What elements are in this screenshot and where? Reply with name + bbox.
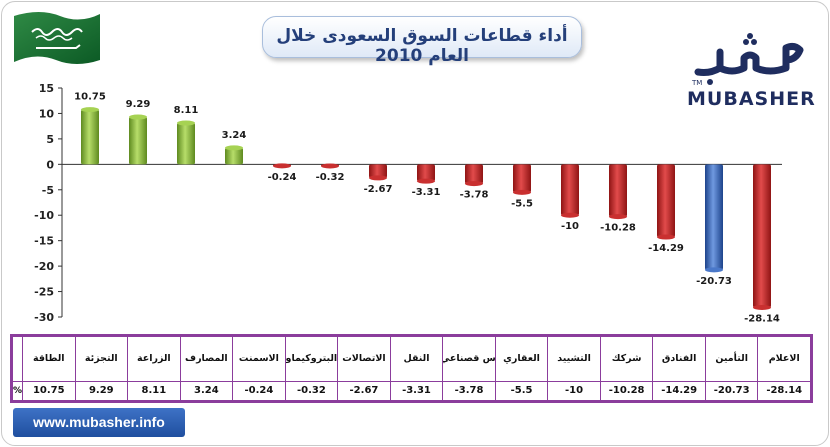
bar-cap (465, 181, 483, 187)
data-label: -2.67 (364, 184, 393, 195)
table-value-cell: 3.24 (179, 380, 234, 402)
y-tick-label: -30 (34, 311, 54, 324)
data-label: -0.32 (316, 172, 345, 183)
logo-english: MUBASHER (687, 88, 816, 110)
table-value-cell: -0.24 (232, 380, 286, 402)
table-value-cell: -28.14 (757, 380, 811, 402)
table-value-cell: -10.28 (599, 380, 654, 402)
table-sector-cell: الاسمنت (232, 336, 286, 382)
y-tick-label: -10 (34, 209, 54, 222)
bar (177, 123, 195, 165)
table-sector-cell: التأمين (704, 336, 759, 382)
data-table: الطاقة التجزئة الزراعة المصارف الاسمنت البترو… (10, 334, 813, 403)
bar (417, 164, 435, 182)
table-sector-cell: الاتصالات (337, 336, 391, 382)
website-link[interactable]: www.mubasher.info (13, 408, 185, 437)
data-label: -3.31 (412, 187, 441, 198)
data-label: -20.73 (696, 276, 732, 287)
table-sector-cell: النقل (389, 336, 444, 382)
data-label: 8.11 (174, 105, 199, 116)
table-unit-header-cell (12, 336, 23, 382)
bar (705, 164, 723, 270)
bar-cap (225, 145, 243, 151)
data-label: -28.14 (744, 314, 780, 325)
bar-cap (561, 212, 579, 218)
bar (81, 109, 99, 165)
y-tick-label: -20 (34, 260, 54, 273)
table-sector-cell: الاعلام (757, 336, 811, 382)
bar (369, 164, 387, 178)
bar-cap (81, 107, 99, 113)
data-label: 9.29 (126, 99, 151, 110)
data-label: 10.75 (74, 92, 106, 103)
bar (465, 164, 483, 184)
table-sector-cell: شركك (599, 336, 654, 382)
table-value-cell: 9.29 (74, 380, 129, 402)
bar-cap (321, 163, 339, 169)
table-sector-cell: المصارف (179, 336, 234, 382)
table-sector-cell: س قصناعي (442, 336, 496, 382)
table-value-cell: -14.29 (652, 380, 706, 402)
table-sector-cell: الزراعة (127, 336, 181, 382)
y-tick-label: 0 (46, 158, 54, 171)
data-label: -5.5 (511, 198, 533, 209)
data-label: -10 (561, 221, 579, 232)
table-unit-cell: % (12, 380, 23, 402)
table-value-cell: -0.32 (284, 380, 339, 402)
table-value-cell: 8.11 (127, 380, 181, 402)
table-sector-cell: التشييد (547, 336, 601, 382)
bar (513, 164, 531, 193)
y-tick-label: -25 (34, 286, 54, 299)
table-value-cell: -3.31 (389, 380, 444, 402)
bar-cap (129, 114, 147, 120)
y-tick-label: 15 (39, 82, 54, 95)
table-value-cell: -3.78 (442, 380, 496, 402)
bar-cap (513, 189, 531, 195)
bar (561, 164, 579, 216)
table-sector-cell: الطاقة (22, 336, 76, 382)
bar-cap (753, 305, 771, 311)
table-value-cell: -20.73 (704, 380, 759, 402)
table-sector-cell: البتروكيماويات (284, 336, 339, 382)
data-label: -10.28 (600, 223, 636, 234)
table-value-cell: -2.67 (337, 380, 391, 402)
table-value-cell: -10 (547, 380, 601, 402)
bar-cap (705, 267, 723, 273)
data-label: 3.24 (222, 130, 247, 141)
table-sector-cell: العقاري (494, 336, 549, 382)
bar-cap (417, 178, 435, 184)
bar (609, 164, 627, 217)
data-label: -0.24 (268, 172, 297, 183)
bar-cap (177, 120, 195, 126)
bar-cap (609, 214, 627, 220)
y-tick-label: -15 (34, 235, 54, 248)
logo-tm: TM (692, 79, 703, 87)
bar-cap (369, 175, 387, 181)
y-tick-label: 10 (39, 107, 55, 120)
table-sector-cell: الفنادق (652, 336, 706, 382)
bar-cap (273, 163, 291, 169)
chart-title: أداء قطاعات السوق السعودى خلال العام 201… (276, 26, 568, 66)
table-value-row: % 10.75 9.29 8.11 3.24 -0.24 -0.32 -2.67 -3.31 -3… (12, 380, 811, 402)
bar (129, 117, 147, 165)
table-value-cell: -5.5 (494, 380, 549, 402)
bar-cap (657, 234, 675, 240)
table-sector-row: الطاقة التجزئة الزراعة المصارف الاسمنت البترو… (12, 336, 811, 382)
table-value-cell: 10.75 (22, 380, 76, 402)
data-label: -3.78 (460, 190, 489, 201)
chart-title-box: أداء قطاعات السوق السعودى خلال العام 201… (262, 16, 582, 66)
data-label: -14.29 (648, 243, 684, 254)
y-tick-label: 5 (46, 133, 54, 146)
table-sector-cell: التجزئة (74, 336, 129, 382)
y-tick-label: -5 (42, 184, 54, 197)
bar (225, 147, 243, 165)
saudi-flag-icon (14, 12, 100, 64)
mubasher-logo-icon (694, 33, 804, 85)
bar (753, 164, 771, 308)
bar (657, 164, 675, 238)
